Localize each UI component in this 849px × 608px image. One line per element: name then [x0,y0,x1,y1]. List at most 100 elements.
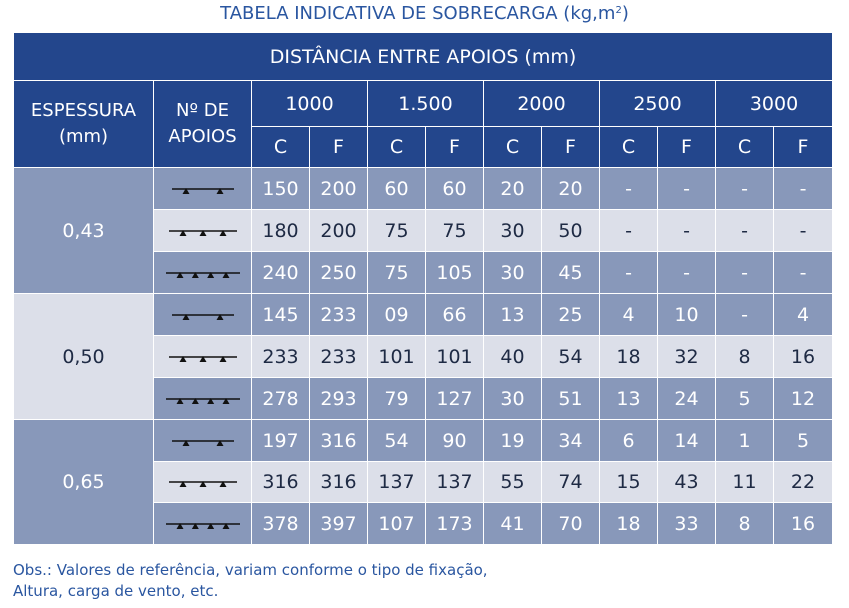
sub-header-f: F [657,126,716,168]
value-cell-c: 101 [367,335,426,378]
value-cell-f: 14 [657,419,716,462]
sub-header-c: C [599,126,658,168]
support-triangle-icon [199,355,206,362]
value-cell-f: 60 [425,167,484,210]
value-cell-f: 34 [541,419,600,462]
supports-symbol-cell [153,461,252,503]
table-row: 233 233 101 101 40 54 18 32 8 16 [14,335,834,378]
thickness-header-line2: (mm) [58,126,109,147]
value-cell-f: 12 [772,377,834,420]
value-cell-c: 8 [715,502,774,545]
value-cell-c: 180 [251,209,310,252]
value-cell-c: - [599,167,658,210]
value-cell-c: 18 [599,502,658,545]
value-cell-f: 74 [541,461,600,503]
value-cell-f: - [772,209,834,252]
sub-header-f: F [772,126,834,168]
observation-note: Obs.: Valores de referência, variam conf… [13,560,833,602]
table-row: 0,50 145 233 09 66 13 25 4 10-4 [13,293,834,420]
value-cell-c: 09 [367,293,426,336]
value-cell-f: - [657,251,716,294]
value-cell-f: 127 [425,377,484,420]
supports-symbol-cell [153,502,252,545]
support-triangle-icon [176,522,183,529]
value-cell-f: 45 [541,251,600,294]
beam-supports-icon [168,481,237,487]
value-cell-c: 13 [483,293,542,336]
thickness-header-line1: ESPESSURA [30,100,137,121]
value-cell-f: 16 [772,502,834,545]
support-triangle-icon [182,313,189,320]
value-cell-f: 316 [309,419,368,462]
sub-header-c: C [715,126,774,168]
value-cell-f: 137 [425,461,484,503]
value-cell-f: 54 [541,335,600,378]
table-row: 278 293 79 127 30 51 13 24 5 12 [14,377,834,420]
table-row: 180 200 75 75 30 50- - - - [14,209,834,252]
value-cell-f: 293 [309,377,368,420]
support-triangle-icon [182,187,189,194]
value-cell-c: 11 [715,461,774,503]
value-cell-c: 20 [483,167,542,210]
support-triangle-icon [206,522,214,529]
value-cell-c: 30 [483,251,542,294]
span-title-header: DISTÂNCIA ENTRE APOIOS (mm) [12,32,834,81]
value-cell-c: 18 [599,335,658,378]
value-cell-c: 54 [367,419,426,462]
value-cell-c: 30 [483,209,542,252]
value-cell-f: 90 [425,419,484,462]
value-cell-f: 101 [425,335,484,378]
supports-header: Nº DE APOIOS [153,80,252,168]
value-cell-c: 40 [483,335,542,378]
table-row: 240 250 75 105 30 45- - - - [14,251,834,294]
value-cell-c: 5 [715,377,774,420]
value-cell-f: 70 [541,502,600,545]
thickness-cell: 0,50 [13,293,154,420]
value-cell-f: 51 [541,377,600,420]
table-row: 378 397 107 173 41 70 18 33 8 16 [14,502,834,545]
value-cell-f: 200 [309,209,368,252]
sub-header-f: F [425,126,484,168]
value-cell-f: 50 [541,209,600,252]
support-triangle-icon [216,187,223,194]
value-cell-f: 397 [309,502,368,545]
table-title: TABELA INDICATIVA DE SOBRECARGA (kg,m2) [0,0,849,30]
value-cell-f: 173 [425,502,484,545]
beam-supports-icon [165,271,240,278]
value-cell-c: 316 [251,461,310,503]
supports-symbol-cell [153,167,252,210]
value-cell-f: 66 [425,293,484,336]
support-triangle-icon [191,522,199,529]
supports-symbol-cell [153,377,252,420]
support-triangle-icon [176,397,183,404]
value-cell-f: 250 [309,251,368,294]
value-cell-c: 1 [715,419,774,462]
value-cell-f: 10 [657,293,716,336]
value-cell-c: 19 [483,419,542,462]
supports-header-line2: APOIOS [168,126,237,147]
support-triangle-icon [191,397,199,404]
support-triangle-icon [179,355,186,362]
value-cell-c: 137 [367,461,426,503]
support-triangle-icon [176,271,183,278]
table-row: 316 316 137 137 55 74 15 43 11 22 [14,461,834,503]
value-cell-c: - [599,251,658,294]
value-cell-c: 197 [251,419,310,462]
support-triangle-icon [206,397,214,404]
sub-header-c: C [251,126,310,168]
value-cell-c: 75 [367,251,426,294]
value-cell-c: - [715,167,774,210]
value-cell-c: 233 [251,335,310,378]
value-cell-c: 278 [251,377,310,420]
value-cell-f: 33 [657,502,716,545]
support-triangle-icon [216,439,223,446]
value-cell-f: 24 [657,377,716,420]
support-triangle-icon [219,355,226,362]
support-triangle-icon [222,271,229,278]
table-title-close: ) [621,3,629,24]
value-cell-f: 20 [541,167,600,210]
distance-header: 2000 [483,80,600,127]
supports-symbol-cell [153,251,252,294]
value-cell-c: 6 [599,419,658,462]
value-cell-f: 5 [772,419,834,462]
